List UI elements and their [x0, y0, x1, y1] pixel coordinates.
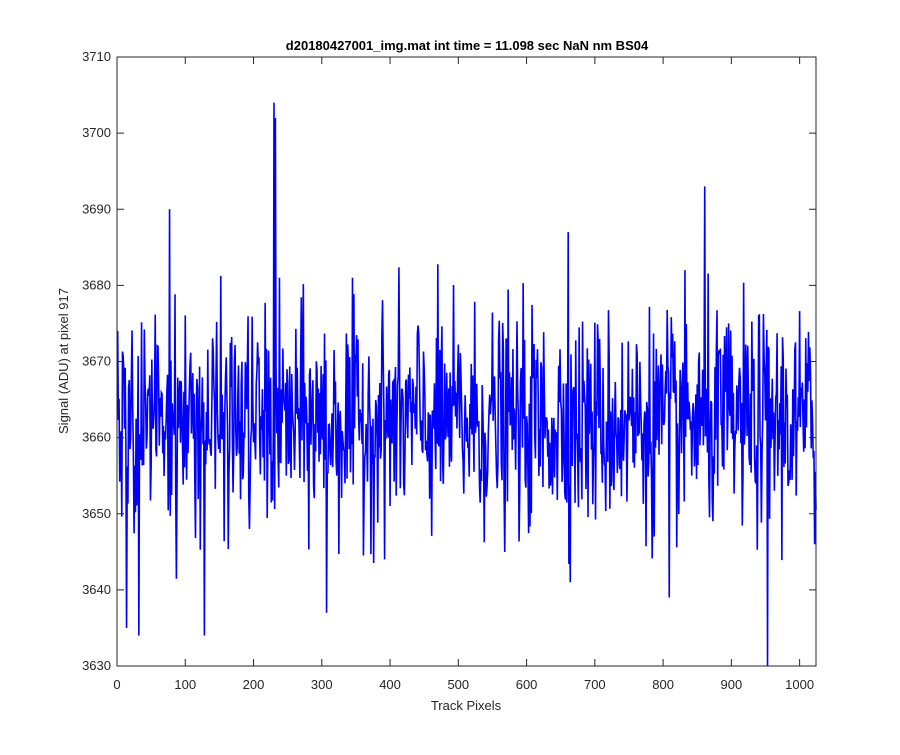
y-tick-label: 3700 — [82, 125, 111, 140]
x-tick-label: 400 — [379, 677, 401, 692]
y-tick-label: 3630 — [82, 658, 111, 673]
x-tick-label: 0 — [113, 677, 120, 692]
y-tick-label: 3660 — [82, 430, 111, 445]
y-tick-label: 3650 — [82, 506, 111, 521]
x-tick-label: 300 — [311, 677, 333, 692]
x-tick-label: 900 — [721, 677, 743, 692]
series-line — [116, 102, 817, 667]
y-tick-label: 3680 — [82, 277, 111, 292]
chart-title: d20180427001_img.mat int time = 11.098 s… — [286, 38, 649, 53]
y-axis: 3630 3640 3650 3660 3670 3680 3690 3700 3710 — [82, 49, 816, 673]
x-tick-label: 1000 — [785, 677, 814, 692]
y-axis-label: Signal (ADU) at pixel 917 — [56, 288, 71, 434]
series-layer — [116, 102, 817, 667]
x-tick-label: 700 — [584, 677, 606, 692]
y-tick-label: 3690 — [82, 201, 111, 216]
x-axis-label: Track Pixels — [431, 698, 502, 713]
x-tick-label: 200 — [243, 677, 265, 692]
x-tick-label: 500 — [447, 677, 469, 692]
x-tick-label: 600 — [516, 677, 538, 692]
y-tick-label: 3670 — [82, 354, 111, 369]
x-tick-label: 800 — [652, 677, 674, 692]
x-tick-label: 100 — [174, 677, 196, 692]
y-tick-label: 3710 — [82, 49, 111, 64]
plot-area — [116, 56, 817, 667]
y-tick-label: 3640 — [82, 582, 111, 597]
x-axis: 0 100 200 300 400 500 600 700 800 900 1000 — [113, 57, 814, 692]
